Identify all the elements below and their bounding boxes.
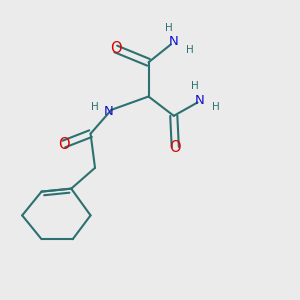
Text: O: O xyxy=(169,140,181,154)
Text: N: N xyxy=(195,94,205,107)
Text: O: O xyxy=(58,136,70,152)
Text: N: N xyxy=(169,35,179,48)
Text: H: H xyxy=(165,23,173,33)
Text: H: H xyxy=(191,81,199,91)
Text: H: H xyxy=(186,45,194,55)
Text: O: O xyxy=(110,41,122,56)
Text: H: H xyxy=(212,102,220,112)
Text: H: H xyxy=(91,103,99,112)
Text: N: N xyxy=(103,105,113,118)
